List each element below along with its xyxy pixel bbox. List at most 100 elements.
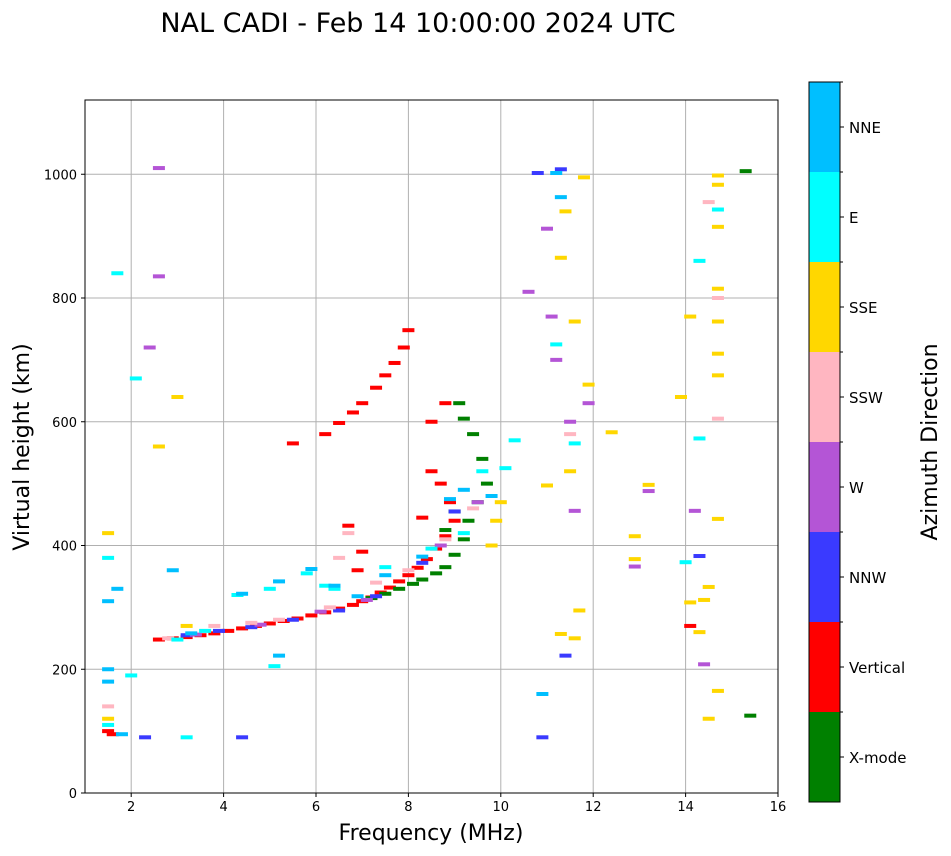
data-point-sse bbox=[628, 534, 641, 539]
data-point-w bbox=[152, 166, 165, 171]
colorbar-tick-label: SSE bbox=[849, 299, 878, 317]
data-point-w bbox=[254, 622, 267, 627]
data-point-vertical bbox=[684, 623, 697, 628]
data-point-w bbox=[545, 314, 558, 319]
data-point-x-mode bbox=[739, 169, 752, 174]
data-point-x-mode bbox=[462, 518, 475, 523]
data-point-sse bbox=[577, 175, 590, 180]
data-point-e bbox=[102, 722, 115, 727]
data-point-w bbox=[360, 597, 373, 602]
x-axis-ticks: 2 4 6 8 10 12 14 16 bbox=[127, 793, 786, 815]
data-point-vertical bbox=[402, 328, 415, 333]
data-point-nne bbox=[111, 586, 124, 591]
data-point-ssw bbox=[370, 580, 383, 585]
colorbar-tick-label: E bbox=[849, 209, 858, 227]
x-tick-label: 6 bbox=[312, 800, 320, 815]
data-point-sse bbox=[180, 623, 193, 628]
data-point-nnw bbox=[139, 735, 152, 740]
data-point-nne bbox=[485, 494, 498, 498]
y-tick-label: 600 bbox=[52, 416, 77, 431]
data-point-x-mode bbox=[407, 581, 420, 586]
data-point-vertical bbox=[411, 565, 424, 570]
colorbar-segment bbox=[809, 262, 840, 352]
data-point-vertical bbox=[425, 469, 438, 474]
data-point-vertical bbox=[305, 613, 318, 618]
colorbar-tick-label: SSW bbox=[849, 389, 883, 407]
data-point-nne bbox=[185, 631, 198, 636]
colorbar-tick-label: Vertical bbox=[849, 659, 905, 677]
colorbar-segment bbox=[809, 172, 840, 262]
data-point-w bbox=[522, 289, 535, 294]
data-point-w bbox=[628, 564, 641, 569]
data-point-vertical bbox=[263, 621, 276, 626]
data-point-nnw bbox=[559, 653, 572, 658]
data-point-ssw bbox=[162, 636, 175, 641]
data-point-vertical bbox=[443, 500, 456, 505]
data-point-vertical bbox=[356, 549, 369, 554]
data-point-ssw bbox=[702, 200, 715, 205]
data-point-w bbox=[143, 345, 156, 350]
data-point-ssw bbox=[273, 617, 286, 622]
colorbar-tick-label: NNW bbox=[849, 569, 886, 587]
data-point-w bbox=[564, 419, 577, 424]
data-point-vertical bbox=[286, 441, 299, 446]
data-point-e bbox=[171, 637, 184, 642]
data-point-sse bbox=[702, 584, 715, 589]
data-point-nne bbox=[457, 487, 470, 492]
data-point-vertical bbox=[420, 557, 433, 562]
x-tick-label: 4 bbox=[219, 800, 227, 815]
data-point-sse bbox=[711, 182, 724, 187]
data-point-sse bbox=[573, 608, 586, 613]
data-point-x-mode bbox=[457, 416, 470, 421]
data-point-sse bbox=[693, 630, 706, 635]
data-point-nnw bbox=[536, 735, 549, 740]
x-tick-label: 16 bbox=[770, 800, 787, 815]
data-point-vertical bbox=[393, 579, 406, 584]
data-point-nnw bbox=[448, 509, 461, 514]
data-point-nnw bbox=[416, 560, 429, 565]
data-point-nne bbox=[115, 732, 128, 737]
data-point-vertical bbox=[106, 732, 119, 737]
data-point-sse bbox=[490, 518, 503, 523]
chart-title: NAL CADI - Feb 14 10:00:00 2024 UTC bbox=[160, 8, 675, 39]
data-point-vertical bbox=[383, 585, 396, 590]
data-point-nne bbox=[379, 573, 392, 578]
data-point-nne bbox=[536, 692, 549, 696]
data-point-w bbox=[314, 609, 327, 614]
data-point-nne bbox=[102, 599, 115, 604]
data-point-sse bbox=[605, 430, 618, 435]
data-point-ssw bbox=[333, 555, 346, 560]
data-point-x-mode bbox=[453, 401, 466, 406]
x-tick-label: 8 bbox=[404, 800, 412, 815]
data-point-vertical bbox=[402, 573, 415, 578]
plot-background bbox=[85, 100, 778, 793]
data-point-vertical bbox=[416, 515, 429, 520]
data-point-sse bbox=[152, 444, 165, 449]
colorbar-tick-label: W bbox=[849, 479, 864, 497]
data-point-nne bbox=[273, 579, 286, 584]
data-point-sse bbox=[102, 531, 115, 536]
data-point-e bbox=[568, 441, 581, 446]
data-point-nne bbox=[416, 554, 429, 559]
data-point-vertical bbox=[388, 360, 401, 365]
data-point-sse bbox=[568, 636, 581, 641]
data-point-vertical bbox=[222, 628, 235, 633]
data-points bbox=[102, 166, 757, 740]
data-point-e bbox=[693, 258, 706, 263]
data-point-vertical bbox=[346, 602, 359, 607]
data-point-e bbox=[550, 342, 563, 347]
colorbar-segment bbox=[809, 82, 840, 172]
data-point-nne bbox=[166, 568, 179, 573]
data-point-nnw bbox=[236, 735, 249, 740]
y-tick-label: 800 bbox=[52, 292, 77, 307]
data-point-w bbox=[152, 274, 165, 279]
colorbar-segment bbox=[809, 622, 840, 712]
data-point-vertical bbox=[208, 631, 221, 636]
data-point-e bbox=[457, 531, 470, 536]
data-point-sse bbox=[554, 255, 567, 260]
data-point-nne bbox=[443, 497, 456, 502]
data-point-sse bbox=[564, 469, 577, 474]
data-point-sse bbox=[582, 382, 595, 387]
data-point-nnw bbox=[370, 594, 383, 599]
y-tick-label: 1000 bbox=[44, 168, 77, 183]
